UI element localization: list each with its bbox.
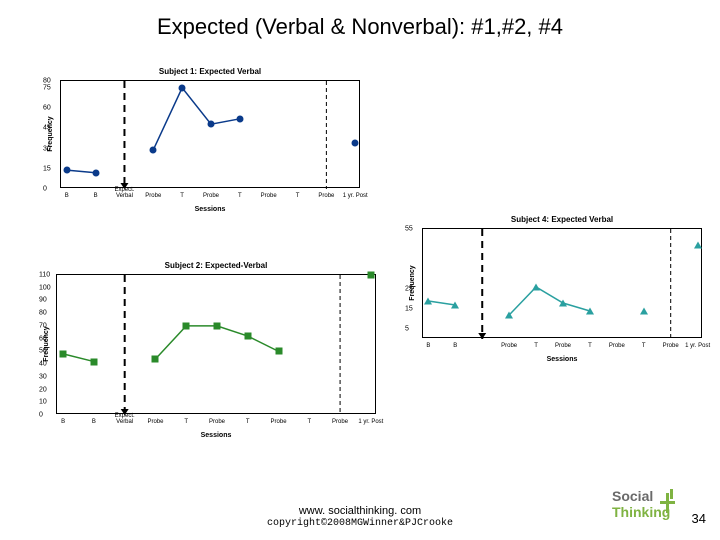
footer: www. socialthinking. com copyright©2008M… <box>267 505 453 530</box>
data-point <box>63 167 70 174</box>
x-tick: Probe <box>501 343 517 349</box>
chart-title: Subject 1: Expected Verbal <box>159 67 261 76</box>
y-axis-label: Frequency <box>43 326 50 361</box>
y-tick: 100 <box>39 284 51 291</box>
y-tick: 60 <box>43 105 51 112</box>
data-point <box>451 302 459 309</box>
y-tick: 20 <box>39 386 47 393</box>
data-point <box>150 146 157 153</box>
data-point <box>352 140 359 147</box>
x-axis-label: Sessions <box>201 432 232 439</box>
chart-c3: Subject 4: Expected VerbalFrequencySessi… <box>422 228 702 338</box>
x-tick: T <box>642 343 646 349</box>
y-tick: 40 <box>39 361 47 368</box>
data-point <box>275 348 282 355</box>
x-tick: T <box>307 419 311 425</box>
x-tick: 1 yr. Post <box>358 419 383 425</box>
page-number: 34 <box>692 511 706 526</box>
data-point <box>236 115 243 122</box>
chart-c2: Subject 2: Expected-VerbalFrequencySessi… <box>56 274 376 414</box>
y-tick: 10 <box>39 399 47 406</box>
y-tick: 15 <box>405 306 413 313</box>
x-tick: T <box>180 193 184 199</box>
x-tick: B <box>94 193 98 199</box>
x-tick: Probe <box>318 193 334 199</box>
data-point <box>505 312 513 319</box>
x-tick: B <box>61 419 65 425</box>
logo-line2: Thinking <box>612 504 670 520</box>
x-tick: Probe <box>147 419 163 425</box>
x-tick: Probe <box>271 419 287 425</box>
chart-lines <box>57 275 375 413</box>
x-tick: B <box>453 343 457 349</box>
x-tick: T <box>184 419 188 425</box>
x-axis-label: Sessions <box>547 356 578 363</box>
x-tick: Probe <box>145 193 161 199</box>
x-tick: B <box>65 193 69 199</box>
y-tick: 80 <box>43 78 51 85</box>
data-point <box>694 242 702 249</box>
y-tick: 90 <box>39 297 47 304</box>
data-point <box>60 350 67 357</box>
y-tick: 80 <box>39 310 47 317</box>
x-tick: T <box>238 193 242 199</box>
y-tick: 50 <box>39 348 47 355</box>
data-point <box>244 333 251 340</box>
y-tick: 70 <box>39 322 47 329</box>
x-tick: Probe <box>663 343 679 349</box>
data-point <box>640 308 648 315</box>
x-tick: 1 yr. Post <box>685 343 710 349</box>
data-point <box>559 300 567 307</box>
data-point <box>367 272 374 279</box>
slide-title: Expected (Verbal & Nonverbal): #1,#2, #4 <box>0 0 720 40</box>
logo: Social Thinking <box>610 487 680 532</box>
x-tick: Probe <box>261 193 277 199</box>
logo-line1: Social <box>612 488 653 504</box>
x-tick: 1 yr. Post <box>343 193 368 199</box>
x-tick: Probe <box>332 419 348 425</box>
x-tick: T <box>588 343 592 349</box>
data-point <box>183 322 190 329</box>
y-tick: 110 <box>39 272 50 279</box>
data-point <box>208 121 215 128</box>
data-point <box>90 358 97 365</box>
x-tick: B <box>426 343 430 349</box>
y-tick: 30 <box>39 373 47 380</box>
y-tick: 25 <box>405 286 413 293</box>
x-tick: Probe <box>555 343 571 349</box>
y-tick: 15 <box>43 165 51 172</box>
data-point <box>179 84 186 91</box>
x-axis-label: Sessions <box>195 206 226 213</box>
chart-c1: Subject 1: Expected VerbalFrequencySessi… <box>60 80 360 188</box>
y-tick: 75 <box>43 84 51 91</box>
x-tick: T <box>246 419 250 425</box>
y-tick: 5 <box>405 326 409 333</box>
x-tick: Probe <box>209 419 225 425</box>
x-tick: B <box>92 419 96 425</box>
y-tick: 0 <box>43 186 47 193</box>
y-tick: 0 <box>39 412 43 419</box>
y-tick: 45 <box>43 125 51 132</box>
footer-url: www. socialthinking. com <box>267 505 453 518</box>
y-tick: 30 <box>43 145 51 152</box>
x-tick: Probe <box>203 193 219 199</box>
y-tick: 60 <box>39 335 47 342</box>
chart-lines <box>61 81 359 187</box>
y-tick: 55 <box>405 226 413 233</box>
x-tick: T <box>534 343 538 349</box>
y-axis-label: Frequency <box>409 265 416 300</box>
x-tick: Probe <box>609 343 625 349</box>
data-point <box>152 356 159 363</box>
data-point <box>214 322 221 329</box>
chart-title: Subject 4: Expected Verbal <box>511 215 613 224</box>
chart-lines <box>423 229 701 337</box>
chart-title: Subject 2: Expected-Verbal <box>165 261 268 270</box>
x-tick: T <box>296 193 300 199</box>
data-point <box>532 284 540 291</box>
data-point <box>424 298 432 305</box>
data-point <box>92 169 99 176</box>
footer-copyright: copyright©2008MGWinner&PJCrooke <box>267 518 453 530</box>
data-point <box>586 308 594 315</box>
